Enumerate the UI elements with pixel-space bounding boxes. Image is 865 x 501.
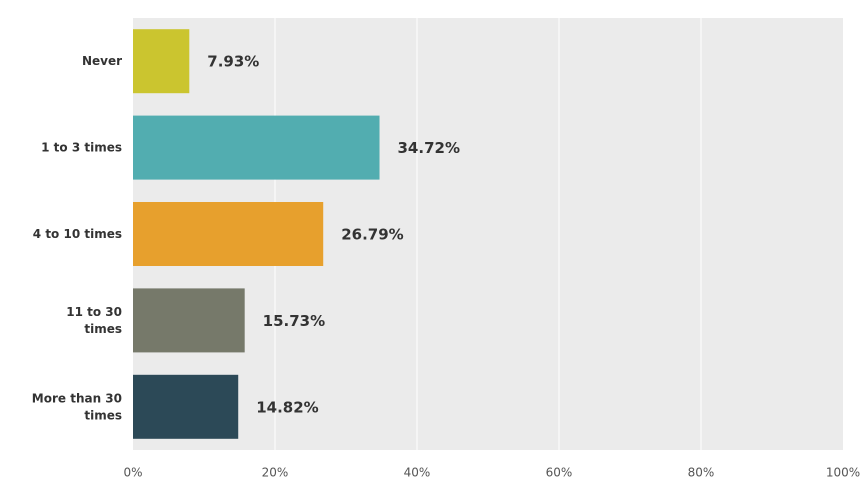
y-tick-label: 4 to 10 times [33, 227, 122, 241]
bar [133, 288, 245, 353]
value-label: 14.82% [256, 398, 318, 416]
y-tick-label: 11 to 30 times [66, 304, 122, 335]
value-label: 7.93% [207, 53, 259, 71]
y-tick-label: 1 to 3 times [41, 140, 122, 154]
value-label: 26.79% [341, 226, 403, 244]
x-tick-label: 100% [826, 466, 860, 480]
bar [133, 29, 190, 94]
x-tick-label: 40% [404, 466, 431, 480]
y-tick-label: More than 30 times [32, 391, 122, 422]
value-label: 34.72% [398, 139, 460, 157]
bar [133, 374, 239, 439]
value-label: 15.73% [263, 312, 325, 330]
x-tick-label: 20% [262, 466, 289, 480]
x-tick-label: 0% [123, 466, 142, 480]
bar [133, 202, 324, 266]
x-tick-label: 80% [688, 466, 715, 480]
x-tick-label: 60% [546, 466, 573, 480]
y-tick-label: Never [82, 54, 122, 68]
bar [133, 115, 380, 180]
